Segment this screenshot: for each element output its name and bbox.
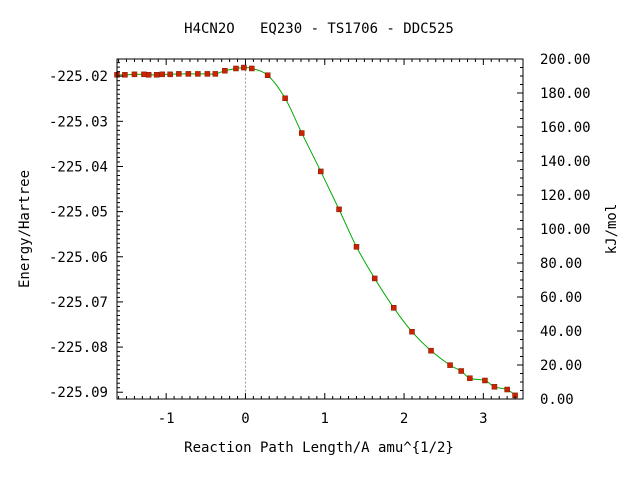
y-axis-right-label: kJ/mol	[604, 204, 620, 255]
data-point	[318, 168, 324, 175]
x-tick-label: 0	[241, 411, 249, 427]
data-point	[458, 368, 464, 374]
y2-tick-label: 80.00	[540, 256, 582, 272]
data-point	[195, 71, 201, 77]
data-point	[264, 72, 271, 79]
data-point	[482, 377, 488, 384]
data-point	[390, 305, 397, 311]
energy-curve	[116, 67, 516, 396]
energy-curve-layer	[116, 67, 516, 396]
data-point	[371, 275, 378, 282]
data-point	[336, 206, 342, 213]
data-point	[145, 72, 152, 78]
x-tick-label: -1	[158, 411, 175, 427]
y-tick-label: -225.02	[49, 69, 108, 85]
x-tick-label: 2	[400, 411, 408, 427]
data-point	[299, 130, 305, 136]
y2-tick-label: 60.00	[540, 290, 582, 306]
data-point	[504, 386, 510, 393]
chart-title: H4CN2O EQ230 - TS1706 - DDC525	[184, 21, 454, 37]
y-tick-label: -225.08	[49, 340, 108, 356]
data-point	[176, 71, 182, 77]
y2-tick-label: 160.00	[540, 120, 591, 136]
y2-tick-label: 40.00	[540, 324, 582, 340]
data-point	[241, 64, 247, 71]
data-point	[353, 244, 360, 250]
data-point	[167, 71, 173, 78]
data-point	[141, 71, 147, 78]
x-tick-label: 1	[321, 411, 329, 427]
y2-tick-label: 200.00	[540, 52, 591, 68]
data-point	[467, 375, 473, 381]
data-point	[447, 362, 453, 368]
y-axis-label: Energy/Hartree	[17, 170, 33, 288]
x-axis-label: Reaction Path Length/A amu^{1/2}	[184, 440, 454, 456]
data-point	[185, 71, 192, 77]
data-points-layer	[114, 64, 518, 399]
data-point	[204, 71, 211, 77]
y2-tick-label: 100.00	[540, 222, 591, 238]
data-point	[409, 328, 415, 335]
data-point	[131, 71, 138, 78]
x-tick-label: 3	[479, 411, 487, 427]
y2-tick-label: 180.00	[540, 86, 591, 102]
data-point	[222, 67, 228, 74]
data-point	[159, 71, 165, 78]
data-point	[491, 384, 498, 390]
y-tick-label: -225.03	[49, 114, 108, 130]
plot-frame	[116, 58, 524, 400]
y-axis-right-ticks: 0.00 20.00 40.00 60.00 80.00 100.00 120.00 140.…	[517, 52, 591, 408]
x-axis-ticks: -1 0 1 2 3	[118, 59, 524, 427]
y2-tick-label: 120.00	[540, 188, 591, 204]
data-point	[428, 347, 434, 354]
data-point	[282, 95, 288, 102]
data-point	[122, 72, 128, 78]
y2-tick-label: 140.00	[540, 154, 591, 170]
y-tick-label: -225.04	[49, 159, 108, 175]
data-point	[233, 65, 239, 72]
y-tick-label: -225.09	[49, 385, 108, 401]
data-point	[212, 71, 219, 77]
data-point	[249, 65, 255, 72]
y2-tick-label: 20.00	[540, 358, 582, 374]
y-tick-label: -225.07	[49, 295, 108, 311]
y2-tick-label: 0.00	[540, 392, 574, 408]
y-tick-label: -225.06	[49, 250, 108, 266]
y-axis-left-ticks: -225.02 -225.03 -225.04 -225.05 -225.06 -225.…	[49, 62, 123, 401]
data-point	[153, 72, 160, 78]
y-tick-label: -225.05	[49, 205, 108, 221]
